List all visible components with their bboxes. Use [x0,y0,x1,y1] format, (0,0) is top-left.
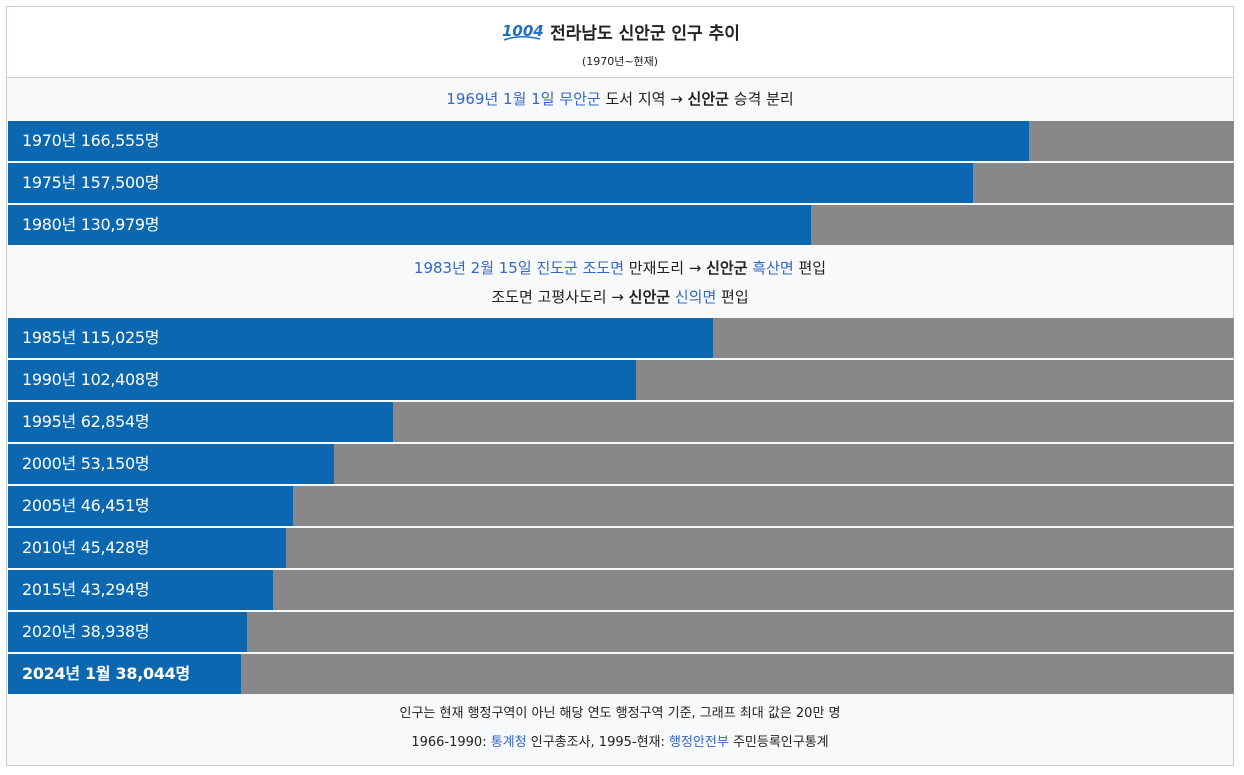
shinan-bold: 신안군 [628,288,671,306]
bar-fill [8,570,273,610]
bar-fill [8,163,973,203]
bar-label: 2015년 43,294명 [22,580,150,599]
bar-row: 1980년 130,979명 [8,205,1234,245]
note-1969: 1969년 1월 1일 무안군 도서 지역 → 신안군 승격 분리 [7,85,1233,114]
bar-row: 1990년 102,408명 [8,360,1234,400]
bar-label: 2005년 46,451명 [22,496,150,515]
bar-fill [8,444,334,484]
bar-label: 2024년 1월 38,044명 [22,664,190,683]
chart-title: 전라남도 신안군 인구 추이 [550,24,740,44]
bar-row: 1995년 62,854명 [8,402,1234,442]
title-box: 1004 전라남도 신안군 인구 추이 (1970년~현재) [7,7,1233,78]
note-tail: 승격 분리 [728,90,794,108]
bar-label: 2000년 53,150명 [22,454,150,473]
bar-row: 2024년 1월 38,044명 [8,654,1234,694]
bar-label: 1985년 115,025명 [22,328,160,347]
bar-label: 1975년 157,500명 [22,173,160,192]
bar-row: 2020년 38,938명 [8,612,1234,652]
date-link-1983[interactable]: 1983년 2월 15일 [413,259,532,277]
chart-subtitle: (1970년~현재) [581,55,659,68]
bar-label: 2010년 45,428명 [22,538,150,557]
muan-link[interactable]: 무안군 [559,90,601,108]
population-infobox: 1004 전라남도 신안군 인구 추이 (1970년~현재) 1969년 1월 … [6,6,1234,766]
note-text: 도서 지역 → [600,90,688,108]
bar-fill [8,360,636,400]
bar-row: 2000년 53,150명 [8,444,1234,484]
title-line: 1004 전라남도 신안군 인구 추이 [7,19,1233,45]
note-tail: 편입 [716,288,749,306]
bar-fill [8,612,247,652]
shinan-logo-icon: 1004 [502,22,544,41]
jindo-link[interactable]: 진도군 [536,259,578,277]
bar-fill [8,402,393,442]
bar-row: 2010년 45,428명 [8,528,1234,568]
bar-row: 1985년 115,025명 [8,318,1234,358]
bar-fill [8,486,293,526]
bar-label: 1980년 130,979명 [22,215,160,234]
footer-text: 주민등록인구통계 [728,735,829,750]
ministry-link[interactable]: 행정안전부 [669,735,729,750]
bar-fill [8,318,713,358]
footer-notes: 인구는 현재 행정구역이 아닌 해당 연도 행정구역 기준, 그래프 최대 값은… [7,699,1233,757]
bar-row: 1970년 166,555명 [8,121,1234,161]
note-text: 조도면 고평사도리 → [491,288,629,306]
note-1983-b: 조도면 고평사도리 → 신안군 신의면 편입 [7,283,1233,312]
shinan-bold: 신안군 [687,90,729,108]
note-text: 만재도리 → [624,259,707,277]
note-tail: 편입 [793,259,827,277]
footer-text: 인구총조사, 1995-현재: [526,735,670,750]
bar-fill [8,205,811,245]
bar-label: 1970년 166,555명 [22,131,160,150]
footer-line-2: 1966-1990: 통계청 인구총조사, 1995-현재: 행정안전부 주민등… [7,728,1233,757]
bar-row: 2015년 43,294명 [8,570,1234,610]
bar-label: 2020년 38,938명 [22,622,150,641]
sinui-link[interactable]: 신의면 [674,288,717,306]
heuksan-link[interactable]: 흑산면 [752,259,794,277]
bar-fill [8,121,1029,161]
jodo-link[interactable]: 조도면 [582,259,625,277]
bar-label: 1990년 102,408명 [22,370,160,389]
footer-line-1: 인구는 현재 행정구역이 아닌 해당 연도 행정구역 기준, 그래프 최대 값은… [399,706,841,721]
svg-text:1004: 1004 [502,22,544,40]
bar-row: 1975년 157,500명 [8,163,1234,203]
footer-text: 1966-1990: [411,735,491,750]
bar-row: 2005년 46,451명 [8,486,1234,526]
bar-fill [8,528,286,568]
bar-label: 1995년 62,854명 [22,412,150,431]
statistics-korea-link[interactable]: 통계청 [490,735,527,750]
date-link-1969[interactable]: 1969년 1월 1일 [446,90,555,108]
shinan-bold: 신안군 [706,259,748,277]
note-1983-a: 1983년 2월 15일 진도군 조도면 만재도리 → 신안군 흑산면 편입 [7,254,1233,283]
bar-fill [8,654,241,694]
